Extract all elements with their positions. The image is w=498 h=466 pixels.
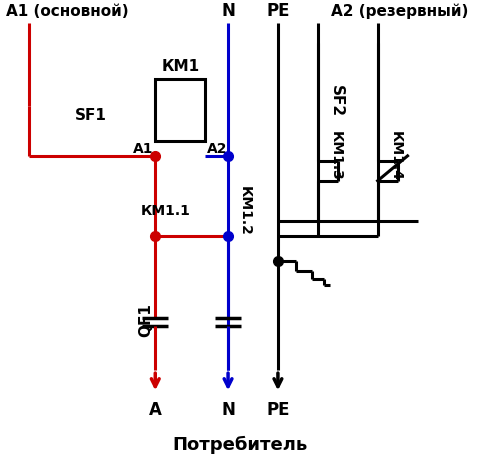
Text: А1: А1 [133, 142, 153, 156]
Text: КМ1.2: КМ1.2 [238, 186, 252, 236]
Text: QF1: QF1 [138, 303, 153, 337]
Bar [155, 79, 205, 141]
Text: А2 (резервный): А2 (резервный) [331, 4, 468, 19]
Text: А1 (основной): А1 (основной) [5, 4, 128, 19]
Text: А2: А2 [207, 142, 228, 156]
Text: SF1: SF1 [75, 109, 107, 123]
Text: А: А [149, 401, 162, 419]
Text: SF2: SF2 [329, 85, 344, 117]
Text: КМ1: КМ1 [161, 59, 199, 74]
Text: Потребитель: Потребитель [172, 436, 308, 454]
Text: КМ1.3: КМ1.3 [329, 131, 343, 181]
Text: N: N [221, 2, 235, 21]
Text: КМ1.4: КМ1.4 [388, 131, 402, 181]
Text: PE: PE [266, 2, 290, 21]
Text: PE: PE [266, 401, 290, 419]
Text: N: N [221, 401, 235, 419]
Text: КМ1.1: КМ1.1 [140, 204, 190, 218]
